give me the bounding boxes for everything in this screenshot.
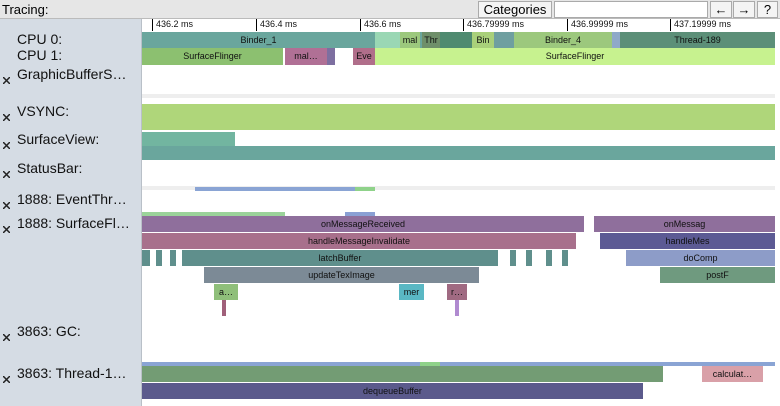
slice[interactable]: mal xyxy=(400,32,420,48)
slice[interactable]: Bin xyxy=(472,32,494,48)
slice[interactable]: dequeueBuffer xyxy=(142,383,643,399)
close-icon[interactable] xyxy=(2,71,11,85)
label-panel xyxy=(0,19,142,406)
trace-shape xyxy=(142,212,285,216)
slice[interactable]: handleMessageInvalidate xyxy=(142,233,576,249)
close-icon[interactable] xyxy=(2,136,11,150)
trace-shape xyxy=(562,250,568,266)
help-button[interactable]: ? xyxy=(757,1,778,18)
slice[interactable]: latchBuffer xyxy=(182,250,498,266)
slice[interactable]: Eve xyxy=(353,48,375,65)
vsync-slice xyxy=(142,104,775,130)
categories-button[interactable]: Categories xyxy=(478,1,552,18)
trace-shape xyxy=(142,94,775,98)
track-label: 1888: EventThr… xyxy=(17,191,127,207)
slice[interactable]: postF xyxy=(660,267,775,283)
title: Tracing: xyxy=(2,2,49,17)
track-label: SurfaceView: xyxy=(17,131,100,147)
trace-shape xyxy=(156,250,162,266)
track-label: StatusBar: xyxy=(17,160,83,176)
track-label: VSYNC: xyxy=(17,103,70,119)
trace-shape xyxy=(440,32,472,48)
search-box[interactable] xyxy=(554,1,708,18)
trace-shape xyxy=(327,48,335,65)
ruler xyxy=(142,19,780,32)
trace-shape xyxy=(142,362,775,366)
trace-shape xyxy=(142,186,775,190)
trace-shape xyxy=(612,32,620,48)
trace-shape xyxy=(195,187,355,191)
close-icon[interactable] xyxy=(2,165,11,179)
trace-shape xyxy=(142,366,663,382)
trace-shape xyxy=(510,250,516,266)
close-icon[interactable] xyxy=(2,196,11,210)
slice[interactable]: Binder_4 xyxy=(514,32,612,48)
ruler-tick: 436.99999 ms xyxy=(567,19,628,31)
close-icon[interactable] xyxy=(2,220,11,234)
trace-shape xyxy=(526,250,532,266)
trace-shape xyxy=(355,187,375,191)
slice[interactable]: doComp xyxy=(626,250,775,266)
slice[interactable]: updateTexImage xyxy=(204,267,479,283)
trace-shape xyxy=(345,212,375,216)
ruler-tick: 436.2 ms xyxy=(152,19,193,31)
slice[interactable]: handleMes xyxy=(600,233,775,249)
slice[interactable]: Binder_1 xyxy=(142,32,375,48)
trace-shape xyxy=(142,250,150,266)
track-label: 1888: SurfaceFl… xyxy=(17,215,130,231)
slice[interactable]: r… xyxy=(447,284,467,300)
trace-shape xyxy=(455,300,459,316)
track-label: CPU 0: xyxy=(17,31,63,47)
trace-shape xyxy=(420,362,440,366)
slice[interactable]: onMessageReceived xyxy=(142,216,584,232)
slice[interactable]: SurfaceFlinger xyxy=(142,48,283,65)
slice[interactable]: calculat… xyxy=(702,366,763,382)
slice[interactable]: a… xyxy=(214,284,238,300)
slice[interactable]: onMessag xyxy=(594,216,775,232)
slice[interactable]: mer xyxy=(399,284,424,300)
trace-shape xyxy=(170,250,176,266)
slice[interactable]: Thr xyxy=(422,32,440,48)
track-label: 3863: Thread-1… xyxy=(17,365,127,381)
surfaceview-slice xyxy=(142,132,235,146)
trace-shape xyxy=(494,32,514,48)
ruler-tick: 436.6 ms xyxy=(360,19,401,31)
ruler-tick: 436.4 ms xyxy=(256,19,297,31)
trace-shape xyxy=(375,32,400,48)
slice[interactable]: SurfaceFlinger xyxy=(375,48,775,65)
ruler-tick: 437.19999 ms xyxy=(670,19,731,31)
slice[interactable]: mal… xyxy=(285,48,327,65)
trace-shape xyxy=(142,146,775,160)
track-label: CPU 1: xyxy=(17,47,63,63)
next-button[interactable]: → xyxy=(733,1,755,18)
ruler-tick: 436.79999 ms xyxy=(463,19,524,31)
close-icon[interactable] xyxy=(2,328,11,342)
prev-button[interactable]: ← xyxy=(710,1,732,18)
slice[interactable]: Thread-189 xyxy=(620,32,775,48)
track-label: GraphicBufferS… xyxy=(17,66,127,82)
close-icon[interactable] xyxy=(2,370,11,384)
trace-shape xyxy=(546,250,552,266)
trace-shape xyxy=(222,300,226,316)
close-icon[interactable] xyxy=(2,108,11,122)
track-label: 3863: GC: xyxy=(17,323,81,339)
